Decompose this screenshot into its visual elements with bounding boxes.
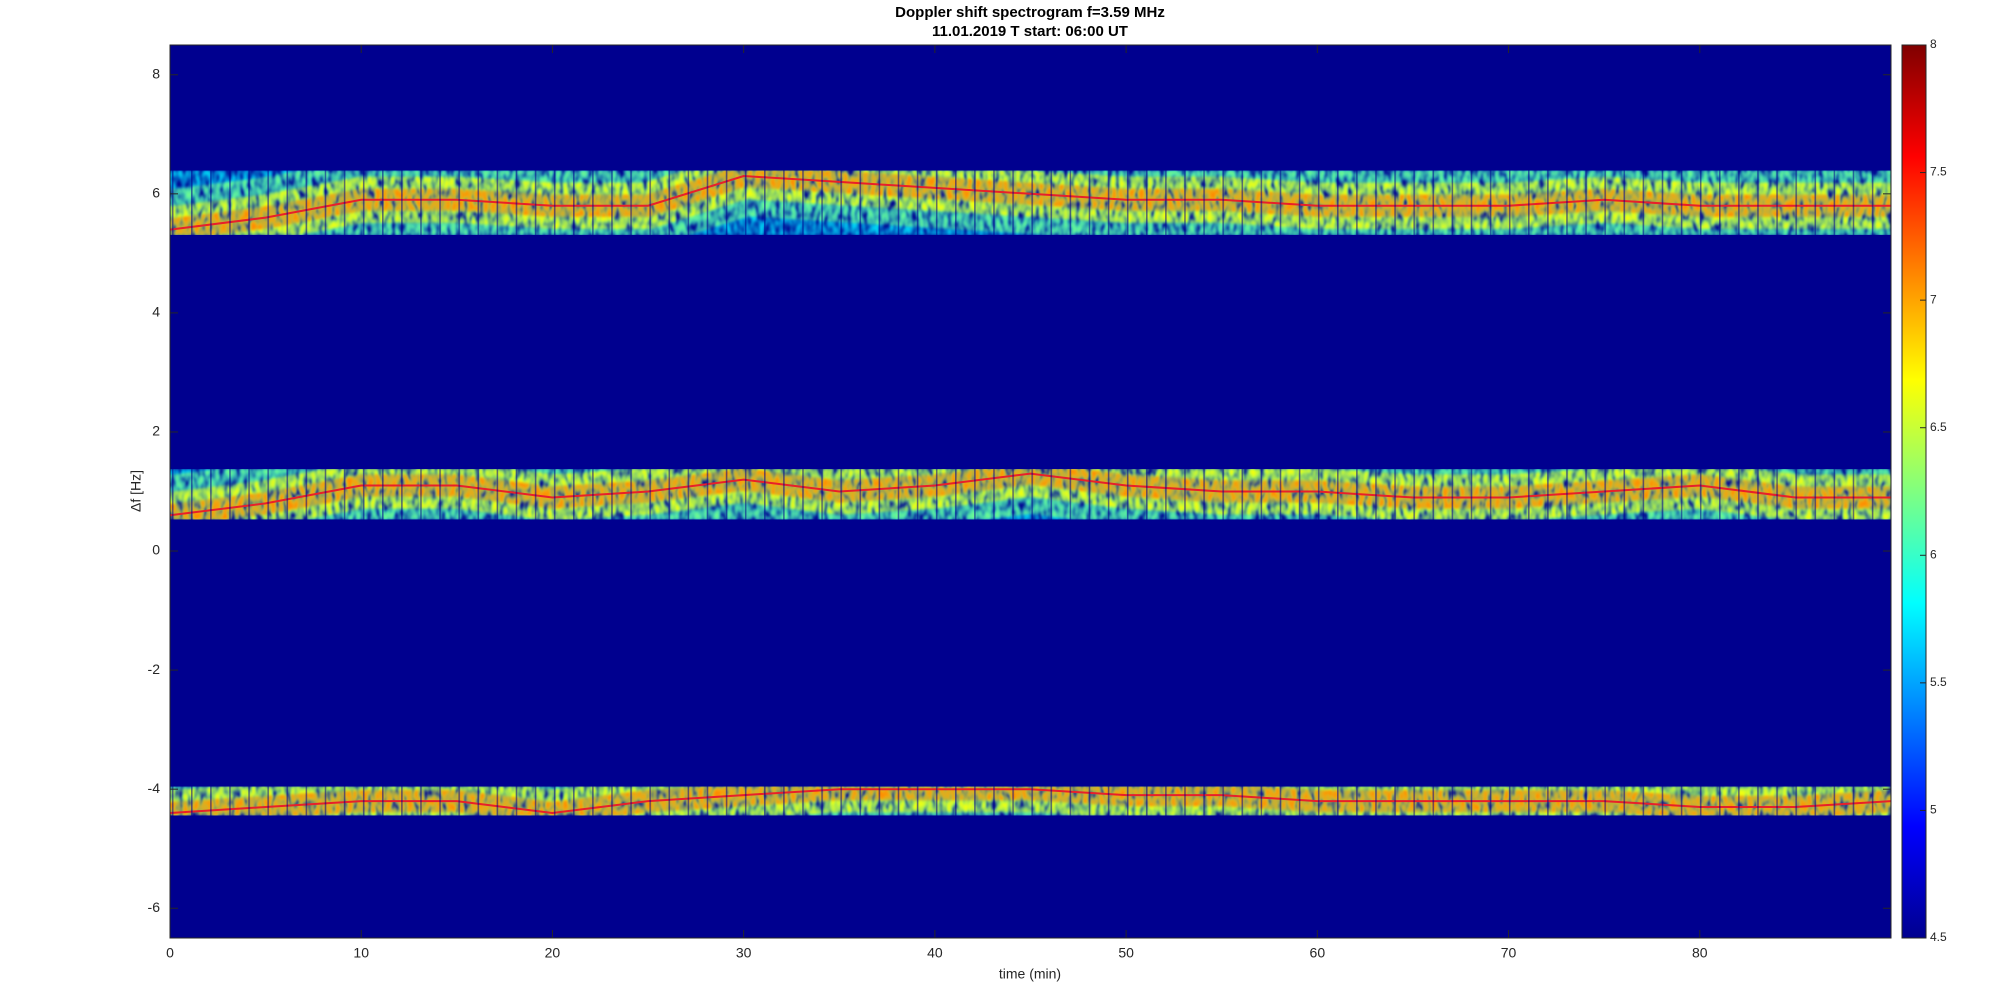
x-tick-label: 70 xyxy=(1501,945,1517,961)
x-axis-label: time (min) xyxy=(999,966,1061,982)
x-tick-label: 30 xyxy=(736,945,752,961)
x-tick-label: 50 xyxy=(1118,945,1134,961)
y-axis-label: Δf [Hz] xyxy=(128,470,144,512)
chart-title: Doppler shift spectrogram f=3.59 MHz xyxy=(895,4,1165,21)
y-tick-label: 6 xyxy=(152,185,160,201)
y-tick-label: -6 xyxy=(148,899,161,915)
colorbar-tick-label: 4.5 xyxy=(1930,930,1947,944)
colorbar-tick-label: 5.5 xyxy=(1930,675,1947,689)
colorbar-tick-label: 7 xyxy=(1930,292,1937,306)
y-tick-label: 0 xyxy=(152,542,160,558)
y-tick-label: 4 xyxy=(152,304,160,320)
x-tick-label: 20 xyxy=(545,945,561,961)
x-tick-label: 0 xyxy=(166,945,174,961)
y-tick-label: 8 xyxy=(152,65,160,81)
chart-subtitle: 11.01.2019 T start: 06:00 UT xyxy=(932,23,1128,40)
y-tick-label: 2 xyxy=(152,423,160,439)
scan-stripes xyxy=(170,45,1891,938)
colorbar-tick-label: 6.5 xyxy=(1930,420,1947,434)
colorbar-tick-label: 8 xyxy=(1930,37,1937,51)
x-tick-label: 10 xyxy=(353,945,369,961)
plot-frame xyxy=(169,44,1892,939)
x-tick-label: 60 xyxy=(1310,945,1326,961)
colorbar-tick-label: 5 xyxy=(1930,803,1937,817)
x-tick-label: 40 xyxy=(927,945,943,961)
x-tick-label: 80 xyxy=(1692,945,1708,961)
colorbar-tick-label: 7.5 xyxy=(1930,165,1947,179)
colorbar-tick-label: 6 xyxy=(1930,547,1937,561)
y-tick-label: -2 xyxy=(148,661,161,677)
colorbar xyxy=(1901,44,1927,939)
y-tick-label: -4 xyxy=(148,780,161,796)
